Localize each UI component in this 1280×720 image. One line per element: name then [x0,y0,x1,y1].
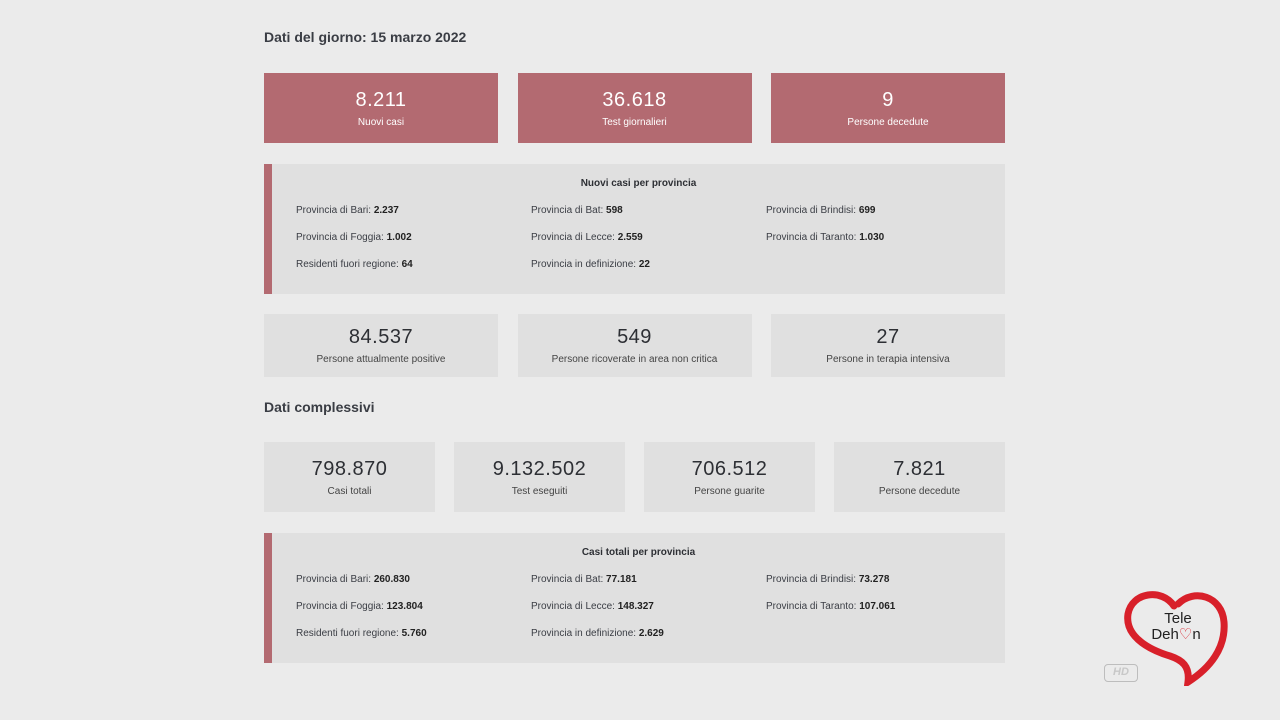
province-value: 77.181 [606,574,637,585]
daily-top-stats: 8.211 Nuovi casi 36.618 Test giornalieri… [264,73,1005,143]
province-value: 64 [401,259,413,270]
stat-card-currently-positive: 84.537 Persone attualmente positive [264,314,498,377]
province-value: 1.030 [859,232,885,243]
province-value: 260.830 [373,574,410,585]
stat-value: 9 [882,88,894,111]
stat-card-new-cases: 8.211 Nuovi casi [264,73,498,143]
stat-card-intensive-care: 27 Persone in terapia intensiva [771,314,1005,377]
province-item-taranto: Provincia di Taranto: 1.030 [766,232,884,243]
province-label: Provincia di Brindisi: [766,205,859,216]
overall-stats: 798.870 Casi totali 9.132.502 Test esegu… [264,442,1005,512]
logo-text-dehon: Deh♡n [1151,626,1200,643]
province-value: 598 [606,205,623,216]
province-value: 123.804 [386,601,423,612]
province-label: Provincia di Bat: [531,205,607,216]
province-item-out-of-region: Residenti fuori regione: 64 [296,259,413,270]
stat-card-daily-tests: 36.618 Test giornalieri [517,73,752,143]
stat-label: Nuovi casi [357,116,405,128]
daily-provinces-panel: Nuovi casi per provincia Provincia di Ba… [264,164,1005,294]
province-label: Residenti fuori regione: [296,259,402,270]
stat-card-daily-deaths: 9 Persone decedute [771,73,1005,143]
stat-label: Casi totali [327,485,372,497]
province-label: Provincia di Taranto: [766,601,860,612]
province-label: Provincia di Lecce: [531,232,618,243]
province-item-foggia: Provincia di Foggia: 123.804 [296,601,423,612]
province-value: 699 [858,205,876,216]
stat-value: 27 [876,326,900,348]
stat-label: Persone ricoverate in area non critica [551,354,718,365]
panel-title: Nuovi casi per provincia [580,178,697,189]
logo-text-n: n [1192,626,1200,643]
stat-value: 798.870 [311,457,388,480]
province-label: Provincia di Foggia: [296,232,387,243]
province-label: Provincia di Lecce: [531,601,618,612]
stat-value: 706.512 [691,457,768,480]
province-value: 1.002 [386,232,412,243]
stat-value: 36.618 [602,88,667,111]
province-item-foggia: Provincia di Foggia: 1.002 [296,232,412,243]
stat-card-hospitalized: 549 Persone ricoverate in area non criti… [517,314,752,377]
province-value: 2.237 [373,205,399,216]
daily-section-title: Dati del giorno: 15 marzo 2022 [264,29,467,45]
province-label: Provincia in definizione: [531,628,639,639]
stat-label: Persone attualmente positive [316,354,446,365]
province-item-bari: Provincia di Bari: 2.237 [296,205,399,216]
province-item-brindisi: Provincia di Brindisi: 699 [766,205,876,216]
province-item-bari: Provincia di Bari: 260.830 [296,574,410,585]
stat-label: Persone decedute [878,485,961,497]
stat-label: Test giornalieri [602,116,667,128]
stat-value: 84.537 [348,326,414,348]
daily-mid-stats: 84.537 Persone attualmente positive 549 … [264,314,1005,377]
stat-card-total-cases: 798.870 Casi totali [264,442,435,512]
hd-badge: HD [1104,664,1138,682]
stat-label: Test eseguiti [511,485,568,497]
province-item-bat: Provincia di Bat: 77.181 [531,574,637,585]
logo-text-tele: Tele [1164,610,1192,627]
panel-title: Casi totali per provincia [581,547,696,558]
province-label: Provincia di Bari: [296,574,374,585]
teledehon-logo: Tele Deh♡n [1124,591,1228,686]
province-label: Provincia di Taranto: [766,232,860,243]
province-label: Provincia in definizione: [531,259,639,270]
stat-card-tests-performed: 9.132.502 Test eseguiti [454,442,625,512]
stat-label: Persone guarite [694,485,765,497]
province-label: Provincia di Foggia: [296,601,387,612]
stat-card-recovered: 706.512 Persone guarite [644,442,815,512]
logo-heart-o: ♡ [1179,626,1192,643]
province-value: 73.278 [858,574,890,585]
province-value: 5.760 [401,628,427,639]
province-item-undefined: Provincia in definizione: 2.629 [531,628,664,639]
province-item-undefined: Provincia in definizione: 22 [531,259,650,270]
heart-outline-icon [1124,591,1228,686]
province-label: Provincia di Bat: [531,574,607,585]
stat-label: Persone decedute [847,116,929,128]
province-item-bat: Provincia di Bat: 598 [531,205,623,216]
stat-label: Persone in terapia intensiva [826,354,950,365]
province-value: 107.061 [859,601,896,612]
province-value: 22 [638,259,650,270]
province-item-out-of-region: Residenti fuori regione: 5.760 [296,628,427,639]
stat-card-total-deaths: 7.821 Persone decedute [834,442,1005,512]
stat-value: 8.211 [355,88,407,111]
province-label: Residenti fuori regione: [296,628,402,639]
stat-value: 7.821 [893,457,946,480]
province-value: 2.629 [638,628,664,639]
stat-value: 549 [617,326,652,348]
logo-text-deh: Deh [1151,626,1179,643]
province-label: Provincia di Brindisi: [766,574,859,585]
overall-provinces-panel: Casi totali per provincia Provincia di B… [264,533,1005,663]
province-value: 148.327 [617,601,654,612]
province-value: 2.559 [617,232,643,243]
province-item-brindisi: Provincia di Brindisi: 73.278 [766,574,889,585]
province-item-lecce: Provincia di Lecce: 148.327 [531,601,654,612]
province-item-taranto: Provincia di Taranto: 107.061 [766,601,895,612]
province-label: Provincia di Bari: [296,205,374,216]
province-item-lecce: Provincia di Lecce: 2.559 [531,232,643,243]
stat-value: 9.132.502 [492,457,587,480]
overall-section-title: Dati complessivi [264,399,375,415]
